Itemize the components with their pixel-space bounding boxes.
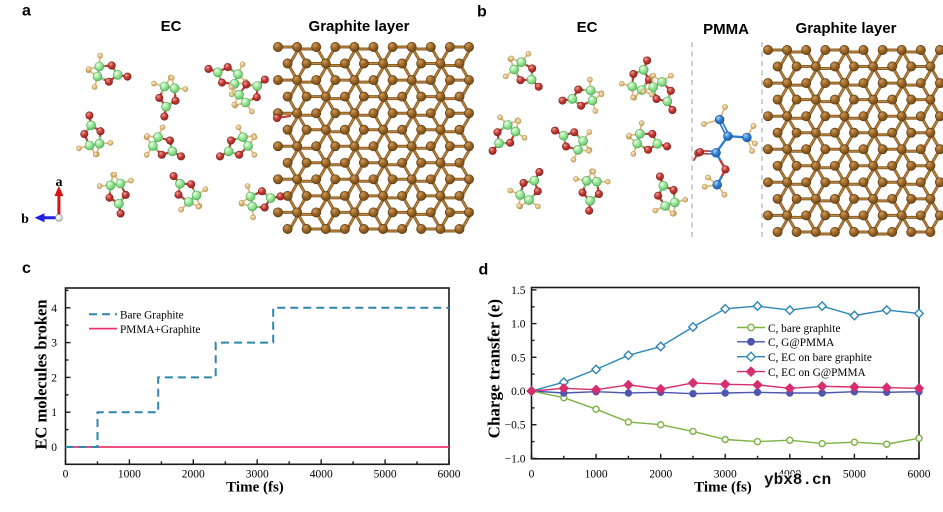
svg-text:EC: EC bbox=[577, 19, 598, 36]
svg-text:0.0: 0.0 bbox=[511, 386, 526, 398]
svg-text:a: a bbox=[56, 175, 63, 190]
svg-text:C, EC on G@PMMA: C, EC on G@PMMA bbox=[768, 367, 866, 379]
svg-text:5000: 5000 bbox=[843, 469, 866, 481]
svg-text:Time (fs): Time (fs) bbox=[694, 480, 752, 496]
svg-text:C, EC on bare graphite: C, EC on bare graphite bbox=[768, 352, 872, 364]
svg-text:0.5: 0.5 bbox=[511, 352, 526, 364]
svg-text:c: c bbox=[22, 260, 31, 277]
svg-text:4000: 4000 bbox=[310, 469, 333, 481]
svg-text:b: b bbox=[21, 212, 29, 227]
svg-text:C, G@PMMA: C, G@PMMA bbox=[768, 337, 835, 349]
svg-text:Bare Graphite: Bare Graphite bbox=[120, 310, 184, 322]
svg-text:1000: 1000 bbox=[585, 469, 608, 481]
svg-text:ybx8.cn: ybx8.cn bbox=[764, 471, 831, 489]
svg-text:−0.5: −0.5 bbox=[505, 420, 526, 432]
svg-text:2000: 2000 bbox=[649, 469, 672, 481]
svg-text:C, bare graphite: C, bare graphite bbox=[768, 323, 840, 335]
svg-text:1000: 1000 bbox=[118, 469, 141, 481]
svg-text:6000: 6000 bbox=[438, 469, 461, 481]
svg-text:a: a bbox=[22, 3, 31, 20]
svg-text:EC molecules broken: EC molecules broken bbox=[32, 299, 51, 449]
svg-text:Graphite layer: Graphite layer bbox=[309, 18, 410, 35]
svg-text:PMMA: PMMA bbox=[703, 21, 749, 38]
svg-text:2: 2 bbox=[51, 372, 57, 384]
svg-text:EC: EC bbox=[161, 18, 182, 35]
svg-text:Charge transfer (e): Charge transfer (e) bbox=[485, 299, 504, 438]
svg-text:Time (fs): Time (fs) bbox=[226, 480, 284, 496]
svg-text:PMMA+Graphite: PMMA+Graphite bbox=[120, 324, 200, 336]
svg-text:1: 1 bbox=[51, 407, 57, 419]
svg-text:4: 4 bbox=[51, 303, 57, 315]
svg-text:0: 0 bbox=[529, 469, 535, 481]
svg-text:3: 3 bbox=[51, 338, 57, 350]
svg-text:d: d bbox=[479, 262, 489, 279]
svg-text:6000: 6000 bbox=[908, 469, 931, 481]
svg-text:−1.0: −1.0 bbox=[505, 453, 526, 465]
svg-text:1.0: 1.0 bbox=[511, 319, 526, 331]
svg-text:5000: 5000 bbox=[374, 469, 397, 481]
svg-text:1.5: 1.5 bbox=[511, 285, 526, 297]
svg-text:b: b bbox=[477, 4, 487, 21]
svg-text:0: 0 bbox=[51, 442, 57, 454]
svg-text:Graphite layer: Graphite layer bbox=[796, 20, 897, 37]
svg-text:2000: 2000 bbox=[182, 469, 205, 481]
svg-text:0: 0 bbox=[63, 469, 69, 481]
